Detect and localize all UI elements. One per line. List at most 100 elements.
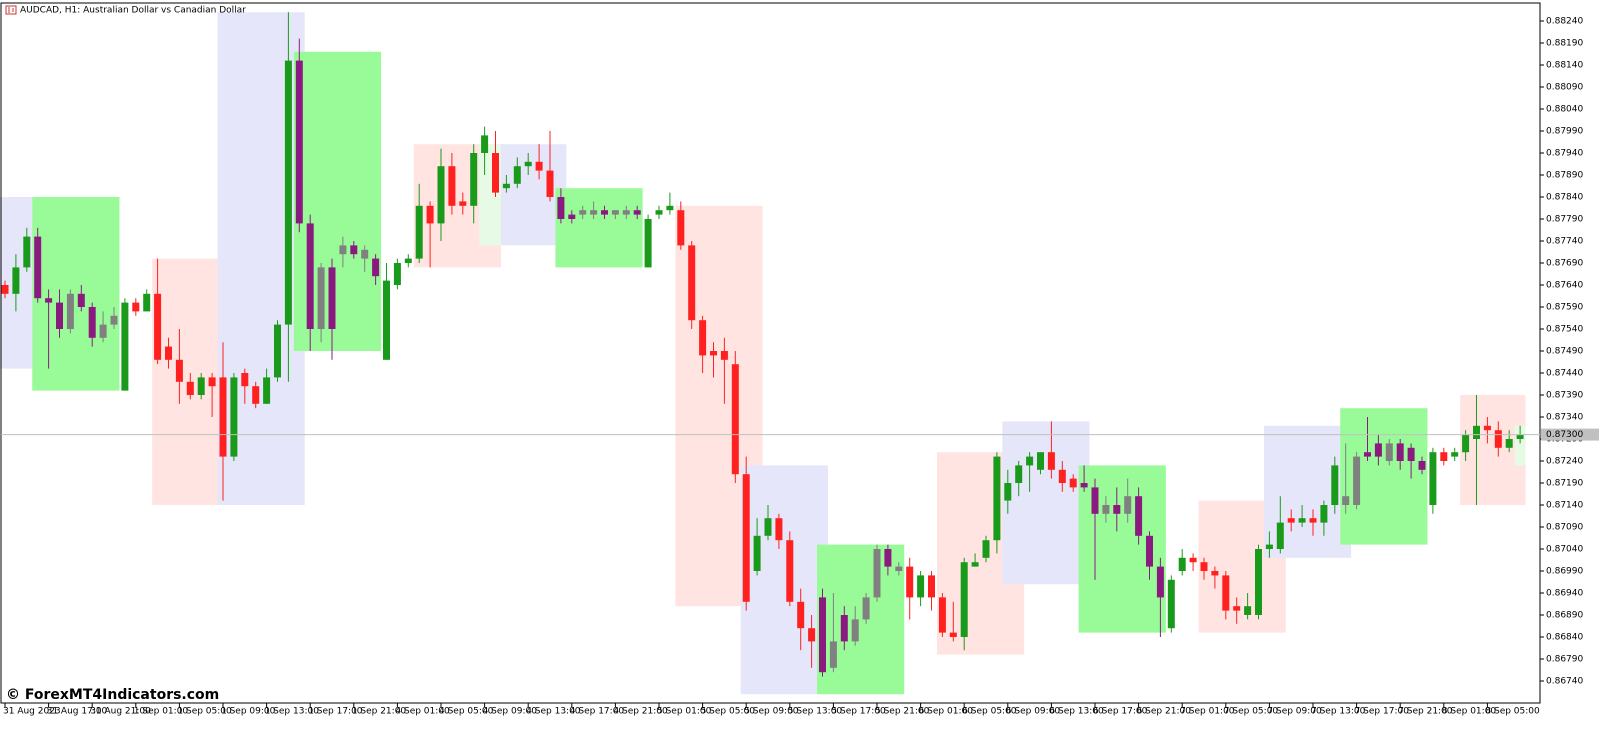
candle-body: [12, 267, 20, 294]
candle-body: [306, 223, 314, 329]
candle-body: [1058, 469, 1066, 483]
y-tick-label: 0.86790: [1546, 655, 1583, 665]
candle-body: [1080, 483, 1088, 488]
candle-body: [1178, 557, 1186, 571]
candle-body: [339, 245, 347, 255]
candle-body: [928, 575, 935, 598]
candle-body: [437, 166, 445, 224]
y-tick-label: 0.87990: [1546, 127, 1583, 137]
candle-body: [1494, 430, 1502, 448]
candle-body: [110, 315, 118, 325]
current-price-label: 0.87300: [1546, 430, 1583, 440]
y-tick-label: 0.88140: [1546, 61, 1583, 71]
x-tick-label: 7 Sep 01:00: [1180, 707, 1235, 717]
candle-body: [1091, 487, 1099, 514]
candle-body: [502, 183, 510, 189]
candle-body: [66, 293, 74, 329]
y-tick-label: 0.86990: [1546, 567, 1583, 577]
x-tick-label: 1 Sep 05:00: [177, 707, 232, 717]
candle-body: [753, 535, 761, 571]
candle-body: [1222, 575, 1230, 611]
candle-body: [1287, 518, 1295, 523]
candle-body: [557, 197, 565, 219]
candle-body: [328, 267, 336, 329]
x-tick-label: 6 Sep 13:00: [1049, 707, 1104, 717]
y-tick-label: 0.87540: [1546, 325, 1583, 335]
candle-body: [1156, 566, 1164, 598]
candle-body: [764, 518, 772, 536]
x-tick-label: 31 Aug 2023: [3, 707, 61, 717]
x-tick-label: 4 Sep 09:00: [483, 707, 538, 717]
y-tick-label: 0.87340: [1546, 413, 1583, 423]
candle-body: [1113, 505, 1121, 514]
candle-body: [274, 324, 281, 378]
x-tick-label: 4 Sep 01:00: [395, 707, 450, 717]
candle-body: [797, 601, 805, 629]
y-tick-label: 0.86740: [1546, 677, 1583, 687]
candle-body: [1462, 434, 1470, 453]
symbol-icon: [5, 5, 17, 15]
x-tick-label: 7 Sep 17:00: [1355, 707, 1410, 717]
candle-body: [393, 263, 401, 285]
candle-body: [1298, 518, 1306, 523]
x-tick-label: 5 Sep 17:00: [831, 707, 886, 717]
candle-body: [590, 210, 598, 215]
candle-body: [710, 351, 717, 356]
x-tick-label: 8 Sep 05:00: [1485, 707, 1540, 717]
candle-body: [601, 210, 608, 215]
candle-body: [1309, 518, 1317, 523]
candle-body: [688, 245, 696, 321]
candle-body: [1015, 465, 1023, 483]
x-tick-label: 1 Sep 21:00: [352, 707, 407, 717]
candle-body: [1102, 505, 1110, 514]
candle-body: [917, 575, 925, 598]
candle-body: [677, 210, 685, 246]
candle-body: [459, 201, 467, 206]
candle-body: [1135, 496, 1143, 536]
y-tick-label: 0.87390: [1546, 391, 1583, 401]
candle-body: [23, 236, 31, 268]
candle-body: [644, 219, 652, 268]
candle-body: [1047, 452, 1055, 470]
candle-body: [1473, 425, 1480, 439]
watermark: © ForexMT4Indicators.com: [6, 687, 219, 703]
x-tick-label: 1 Sep 01:00: [134, 707, 189, 717]
candle-body: [1429, 452, 1437, 505]
candle-body: [143, 293, 151, 312]
candle-body: [1483, 425, 1491, 431]
signal-zone: [32, 197, 120, 391]
candle-body: [993, 456, 1001, 541]
signal-zone: [1514, 425, 1526, 466]
candle-body: [99, 324, 107, 338]
candle-body: [1146, 535, 1153, 567]
candle-body: [873, 549, 881, 598]
candle-body: [720, 351, 728, 360]
candle-body: [426, 205, 434, 224]
x-tick-label: 6 Sep 01:00: [919, 707, 974, 717]
candle-body: [372, 258, 380, 277]
y-tick-label: 0.87890: [1546, 171, 1583, 181]
candle-body: [1200, 562, 1208, 571]
candle-body: [949, 632, 957, 637]
candle-body: [448, 166, 456, 206]
y-tick-label: 0.88090: [1546, 83, 1583, 93]
x-tick-label: 1 Sep 09:00: [221, 707, 276, 717]
candle-body: [45, 298, 53, 303]
x-tick-label: 1 Sep 13:00: [265, 707, 320, 717]
candle-body: [1396, 443, 1404, 461]
candle-body: [1516, 434, 1524, 439]
candle-body: [197, 377, 205, 395]
candle-body: [1211, 571, 1219, 576]
candle-body: [295, 60, 303, 224]
candle-body: [481, 135, 489, 153]
candle-body: [829, 641, 837, 668]
candle-body: [1189, 557, 1197, 563]
candle-body: [535, 161, 543, 171]
candle-body: [982, 540, 990, 558]
candle-body: [1364, 452, 1371, 457]
y-tick-label: 0.87640: [1546, 281, 1583, 291]
candle-body: [1320, 505, 1328, 523]
candle-body: [1353, 456, 1361, 505]
x-tick-label: 31 Aug 17:00: [47, 707, 108, 717]
